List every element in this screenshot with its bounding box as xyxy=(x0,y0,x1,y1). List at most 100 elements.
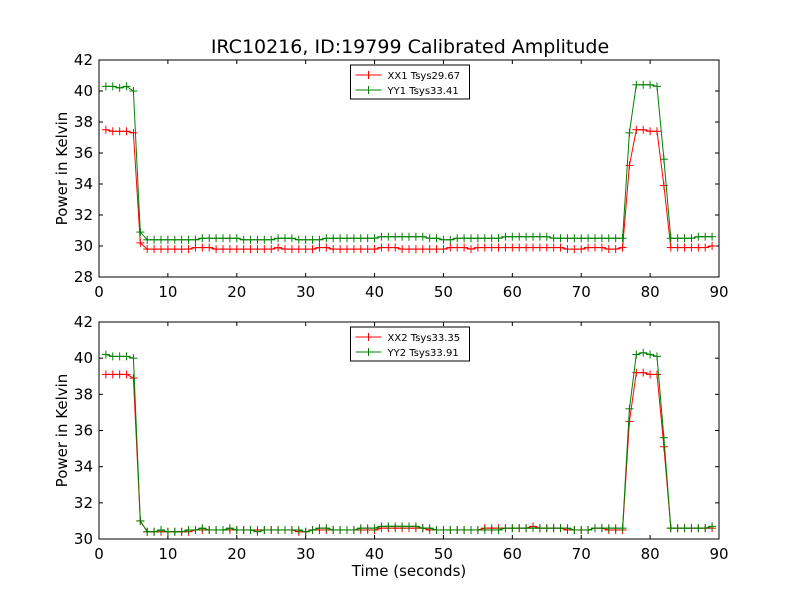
data-point xyxy=(115,127,124,136)
data-point xyxy=(398,522,407,531)
data-point xyxy=(232,245,241,254)
data-point xyxy=(480,243,489,252)
data-point xyxy=(301,245,310,254)
legend-item: YY2 Tsys33.91 xyxy=(355,348,459,359)
x-tick-label: 20 xyxy=(227,283,246,301)
data-point xyxy=(225,524,234,533)
data-point xyxy=(584,525,593,534)
data-point xyxy=(405,245,413,254)
data-point xyxy=(239,235,248,244)
data-point xyxy=(432,234,441,243)
data-point xyxy=(343,245,351,254)
legend: XX2 Tsys33.35 YY2 Tsys33.91 xyxy=(350,326,470,362)
data-point xyxy=(287,525,296,534)
data-point xyxy=(101,82,110,91)
data-point xyxy=(418,232,427,241)
data-point xyxy=(425,245,434,254)
data-point xyxy=(501,232,510,241)
data-point xyxy=(129,354,138,363)
x-axis-label: Time (seconds) xyxy=(351,562,467,580)
data-point xyxy=(632,125,641,134)
series-group xyxy=(101,80,717,254)
data-point xyxy=(515,524,524,533)
x-tick-label: 80 xyxy=(641,545,660,563)
x-tick-label: 30 xyxy=(296,545,315,563)
x-tick-label: 90 xyxy=(709,283,728,301)
data-point xyxy=(191,235,200,244)
data-point xyxy=(673,243,682,252)
data-point xyxy=(129,374,138,383)
data-point xyxy=(473,234,482,243)
data-point xyxy=(405,522,413,531)
data-point xyxy=(604,524,613,533)
data-point xyxy=(219,245,227,254)
data-point xyxy=(267,245,276,254)
data-point xyxy=(232,525,241,534)
data-point xyxy=(687,243,696,252)
y-axis-label: Power in Kelvin xyxy=(53,374,71,488)
x-tick-label: 0 xyxy=(94,545,104,563)
data-point xyxy=(480,234,489,243)
data-point xyxy=(708,522,717,531)
data-point xyxy=(260,525,269,534)
legend-item: YY1 Tsys33.41 xyxy=(355,86,459,97)
legend-box xyxy=(350,326,470,362)
y-tick-label: 40 xyxy=(74,82,93,100)
data-point xyxy=(659,155,668,164)
data-point xyxy=(460,243,469,252)
y-tick-label: 30 xyxy=(74,237,93,255)
data-point xyxy=(694,243,703,252)
data-point xyxy=(446,243,455,252)
data-point xyxy=(432,525,441,534)
data-point xyxy=(494,525,503,534)
data-point xyxy=(281,245,289,254)
data-point xyxy=(418,245,427,254)
data-point xyxy=(480,525,489,534)
y-tick-label: 38 xyxy=(74,113,93,131)
data-point xyxy=(632,80,641,89)
data-point xyxy=(666,524,675,533)
data-point xyxy=(597,234,606,243)
data-point xyxy=(522,232,531,241)
data-point xyxy=(274,525,283,534)
data-point xyxy=(708,232,717,241)
data-point xyxy=(150,235,159,244)
data-point xyxy=(377,232,386,241)
data-point xyxy=(597,524,606,533)
data-point xyxy=(405,232,413,241)
bottom-subplot: 0 10 20 30 40 50 60 70 80 90 30 32 34 36 38 40 42 Power i… xyxy=(53,313,729,580)
data-point xyxy=(701,524,710,533)
data-point xyxy=(301,235,310,244)
x-tick-label: 60 xyxy=(503,545,522,563)
data-point xyxy=(349,245,358,254)
data-point xyxy=(349,234,358,243)
figure-title: IRC10216, ID:19799 Calibrated Amplitude xyxy=(211,36,609,58)
data-point xyxy=(653,370,661,379)
data-point xyxy=(184,245,193,254)
data-point xyxy=(625,417,634,426)
data-point xyxy=(467,525,475,534)
data-point xyxy=(150,245,159,254)
y-tick-label: 32 xyxy=(74,494,93,512)
data-point xyxy=(508,243,517,252)
data-point xyxy=(239,245,248,254)
data-point xyxy=(501,524,510,533)
data-point xyxy=(666,234,675,243)
legend-label: YY2 Tsys33.91 xyxy=(387,348,459,359)
y-tick-label: 36 xyxy=(74,422,93,440)
x-tick-label: 30 xyxy=(296,283,315,301)
legend-box xyxy=(350,64,470,100)
data-point xyxy=(260,235,269,244)
data-point xyxy=(515,243,524,252)
data-point xyxy=(157,235,165,244)
data-point xyxy=(212,245,221,254)
data-point xyxy=(308,525,317,534)
data-point xyxy=(611,524,620,533)
data-point xyxy=(653,82,661,91)
data-point xyxy=(591,234,599,243)
data-point xyxy=(212,525,221,534)
data-point xyxy=(411,245,420,254)
data-point xyxy=(315,243,324,252)
data-point xyxy=(329,245,338,254)
data-point xyxy=(108,370,117,379)
